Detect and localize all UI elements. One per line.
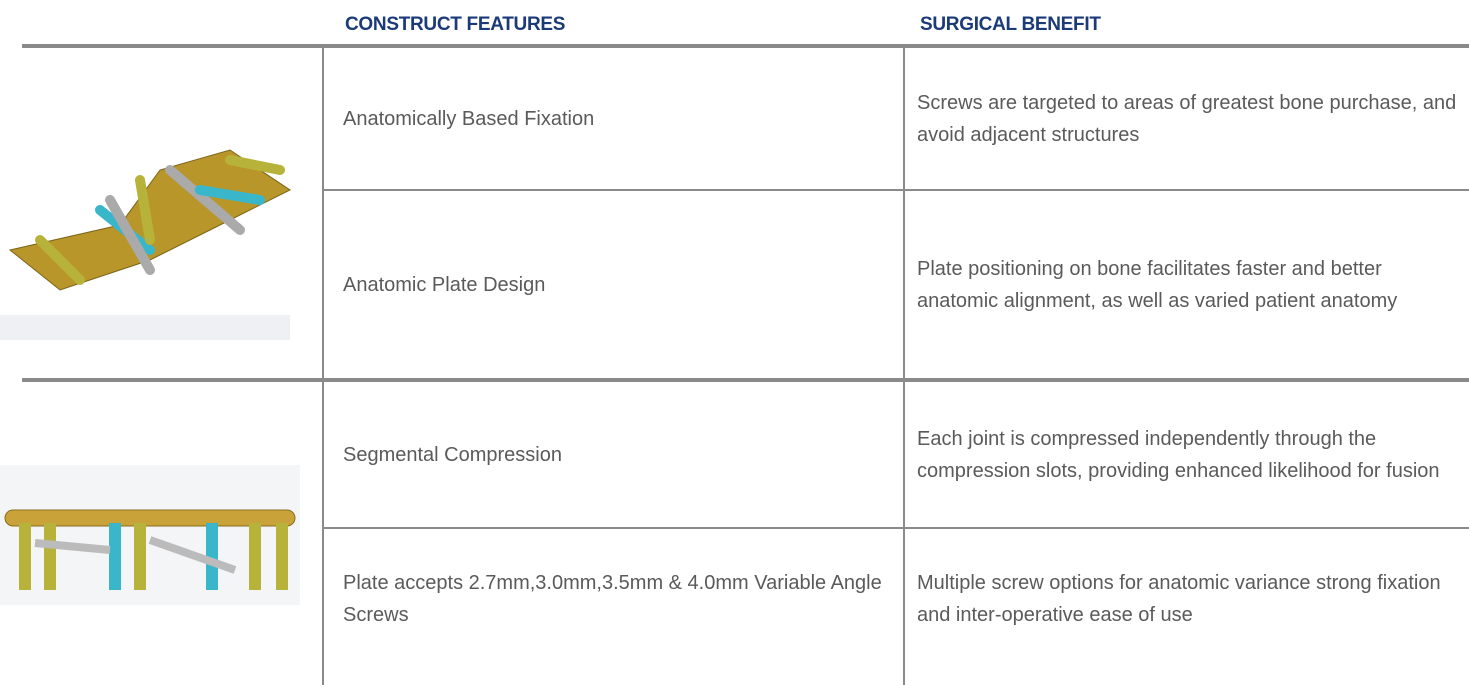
rule [22, 378, 1469, 382]
column-divider [903, 46, 905, 685]
benefit-cell: Each joint is compressed independently t… [917, 427, 1440, 482]
column-divider [322, 46, 324, 685]
rule [323, 189, 1469, 191]
rule [22, 44, 1469, 48]
feature-cell: Plate accepts 2.7mm,3.0mm,3.5mm & 4.0mm … [343, 572, 882, 626]
feature-cell: Anatomic Plate Design [343, 273, 546, 296]
benefit-cell: Multiple screw options for anatomic vari… [917, 572, 1441, 626]
feature-cell: Segmental Compression [343, 443, 562, 466]
rule [323, 527, 1469, 529]
benefit-cell: Plate positioning on bone facilitates fa… [917, 257, 1398, 312]
implant-image [0, 465, 300, 605]
implant-image [0, 149, 291, 340]
column-header: CONSTRUCT FEATURES [345, 14, 566, 35]
benefit-cell: Screws are targeted to areas of greatest… [917, 91, 1457, 146]
feature-cell: Anatomically Based Fixation [343, 107, 595, 130]
column-header: SURGICAL BENEFIT [920, 14, 1101, 35]
